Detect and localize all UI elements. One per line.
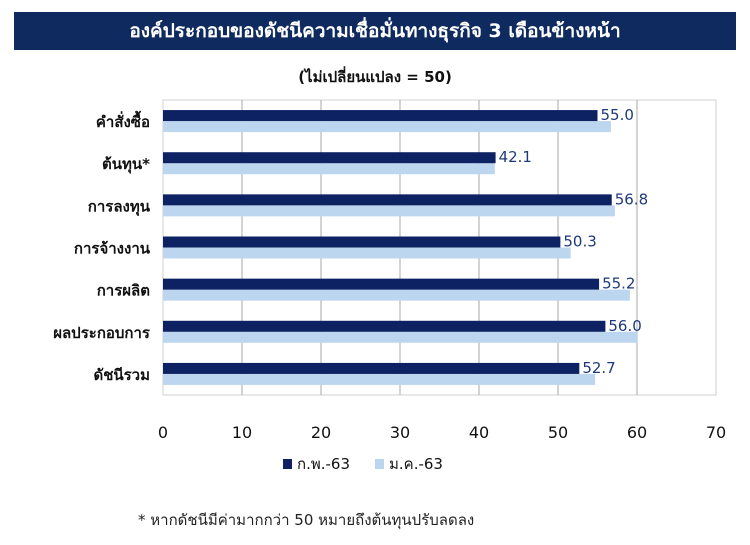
data-label: 55.2 <box>602 275 635 293</box>
bar-ก.พ.-63 <box>163 236 561 248</box>
bar-ม.ค.-63 <box>163 121 611 133</box>
chart-title: องค์ประกอบของดัชนีความเชื่อมั่นทางธุรกิจ… <box>14 12 736 50</box>
bar-ก.พ.-63 <box>163 194 612 206</box>
x-tick-label: 50 <box>548 423 568 442</box>
footnote: * หากดัชนีมีค่ามากกว่า 50 หมายถึงต้นทุนป… <box>138 511 475 529</box>
data-label: 56.0 <box>608 317 641 335</box>
category-label: ต้นทุน* <box>102 155 150 174</box>
bar-ก.พ.-63 <box>163 110 598 122</box>
legend-label: ม.ค.-63 <box>389 455 443 473</box>
legend-swatch <box>375 459 384 469</box>
x-tick-label: 0 <box>158 423 168 442</box>
bar-ม.ค.-63 <box>163 289 630 301</box>
category-label: ดัชนีรวม <box>93 366 150 384</box>
bar-ก.พ.-63 <box>163 152 496 164</box>
bar-ม.ค.-63 <box>163 205 615 217</box>
data-label: 50.3 <box>563 233 596 251</box>
bar-ก.พ.-63 <box>163 278 600 290</box>
bar-ก.พ.-63 <box>163 362 580 374</box>
data-label: 56.8 <box>615 190 648 208</box>
legend-swatch <box>283 459 292 469</box>
category-label: การผลิต <box>97 282 150 300</box>
data-label: 42.1 <box>499 148 532 166</box>
bar-ม.ค.-63 <box>163 373 596 385</box>
legend-label: ก.พ.-63 <box>297 455 350 473</box>
data-label: 55.0 <box>601 106 634 124</box>
x-tick-label: 10 <box>232 423 252 442</box>
x-tick-label: 20 <box>311 423 331 442</box>
data-label: 52.7 <box>582 359 615 377</box>
bar-ก.พ.-63 <box>163 320 606 332</box>
bar-ม.ค.-63 <box>163 163 495 175</box>
x-tick-label: 60 <box>627 423 647 442</box>
x-tick-label: 40 <box>469 423 489 442</box>
chart-subtitle: (ไม่เปลี่ยนแปลง = 50) <box>298 68 452 86</box>
category-label: การจ้างงาน <box>74 240 151 258</box>
bar-ม.ค.-63 <box>163 247 571 259</box>
category-label: คำสั่งซื้อ <box>96 110 150 131</box>
category-label: ผลประกอบการ <box>53 324 151 342</box>
bar-ม.ค.-63 <box>163 331 638 343</box>
x-tick-label: 70 <box>706 423 726 442</box>
category-label: การลงทุน <box>88 197 151 216</box>
x-tick-label: 30 <box>390 423 410 442</box>
